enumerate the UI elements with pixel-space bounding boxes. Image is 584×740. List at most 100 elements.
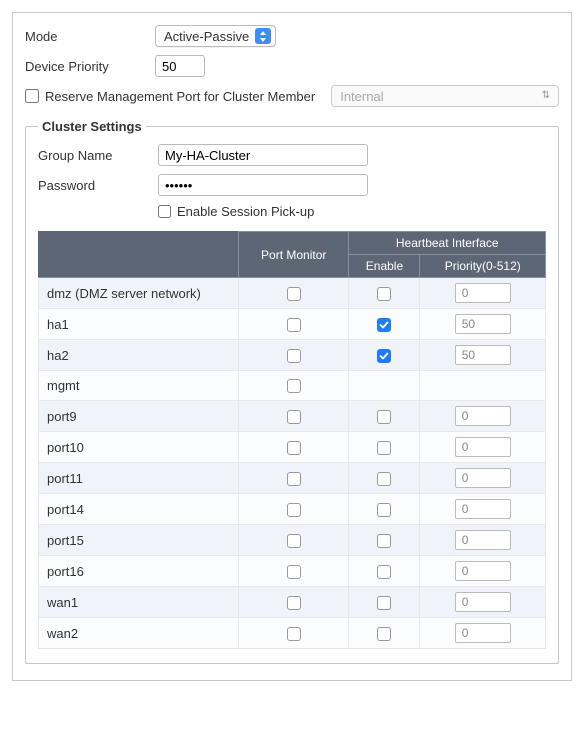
checkbox[interactable]: [377, 565, 391, 579]
table-row: wan2: [39, 618, 546, 649]
heartbeat-priority-cell: [420, 587, 546, 618]
checkbox[interactable]: [377, 596, 391, 610]
heartbeat-enable-cell: [349, 371, 420, 401]
reserve-mgmt-checkbox[interactable]: [25, 89, 39, 103]
checkbox[interactable]: [287, 441, 301, 455]
interface-name: port9: [39, 401, 239, 432]
checkbox[interactable]: [377, 441, 391, 455]
interface-name: port11: [39, 463, 239, 494]
heartbeat-priority-input[interactable]: [455, 530, 511, 550]
checkbox[interactable]: [287, 410, 301, 424]
heartbeat-priority-input[interactable]: [455, 623, 511, 643]
heartbeat-enable-cell: [349, 556, 420, 587]
port-monitor-cell: [239, 432, 349, 463]
heartbeat-priority-input[interactable]: [455, 437, 511, 457]
table-row: ha2: [39, 340, 546, 371]
checkbox[interactable]: [287, 379, 301, 393]
settings-panel: Mode Active-Passive Device Priority Rese…: [12, 12, 572, 681]
checkbox[interactable]: [377, 534, 391, 548]
table-row: port14: [39, 494, 546, 525]
port-monitor-cell: [239, 340, 349, 371]
heartbeat-priority-input[interactable]: [455, 468, 511, 488]
chevron-updown-icon: [255, 28, 271, 44]
reserve-mgmt-row: Reserve Management Port for Cluster Memb…: [25, 85, 559, 107]
table-row: port9: [39, 401, 546, 432]
heartbeat-priority-input[interactable]: [455, 499, 511, 519]
table-row: wan1: [39, 587, 546, 618]
checkbox[interactable]: [287, 596, 301, 610]
interface-name: ha1: [39, 309, 239, 340]
interface-name: port16: [39, 556, 239, 587]
table-row: dmz (DMZ server network): [39, 278, 546, 309]
heartbeat-priority-input[interactable]: [455, 561, 511, 581]
checkbox[interactable]: [377, 410, 391, 424]
table-row: port10: [39, 432, 546, 463]
checkbox[interactable]: [377, 627, 391, 641]
heartbeat-enable-cell: [349, 432, 420, 463]
mgmt-port-select-value: Internal: [340, 89, 383, 104]
heartbeat-priority-input[interactable]: [455, 283, 511, 303]
checkbox[interactable]: [377, 349, 391, 363]
password-input[interactable]: [158, 174, 368, 196]
heartbeat-priority-cell: [420, 432, 546, 463]
checkbox[interactable]: [377, 287, 391, 301]
port-monitor-cell: [239, 618, 349, 649]
heartbeat-priority-cell: [420, 340, 546, 371]
interface-name: mgmt: [39, 371, 239, 401]
table-row: port16: [39, 556, 546, 587]
checkbox[interactable]: [287, 318, 301, 332]
interface-name: port10: [39, 432, 239, 463]
checkbox[interactable]: [287, 287, 301, 301]
mode-label: Mode: [25, 29, 155, 44]
heartbeat-priority-cell: [420, 401, 546, 432]
group-name-input[interactable]: [158, 144, 368, 166]
heartbeat-enable-cell: [349, 463, 420, 494]
checkbox[interactable]: [377, 318, 391, 332]
port-monitor-cell: [239, 587, 349, 618]
heartbeat-priority-input[interactable]: [455, 314, 511, 334]
checkbox[interactable]: [287, 349, 301, 363]
heartbeat-priority-cell: [420, 463, 546, 494]
session-pickup-label: Enable Session Pick-up: [177, 204, 314, 219]
cluster-settings-fieldset: Cluster Settings Group Name Password Ena…: [25, 119, 559, 664]
heartbeat-priority-cell: [420, 618, 546, 649]
table-row: port15: [39, 525, 546, 556]
heartbeat-priority-cell: [420, 525, 546, 556]
interface-name: wan2: [39, 618, 239, 649]
password-row: Password: [38, 174, 546, 196]
checkbox[interactable]: [287, 503, 301, 517]
port-monitor-cell: [239, 494, 349, 525]
heartbeat-enable-cell: [349, 494, 420, 525]
heartbeat-priority-input[interactable]: [455, 592, 511, 612]
table-header-priority: Priority(0-512): [420, 255, 546, 278]
checkbox[interactable]: [287, 627, 301, 641]
mgmt-port-select[interactable]: Internal ⇅: [331, 85, 559, 107]
heartbeat-priority-cell: [420, 371, 546, 401]
heartbeat-enable-cell: [349, 587, 420, 618]
interface-name: ha2: [39, 340, 239, 371]
interface-name: dmz (DMZ server network): [39, 278, 239, 309]
checkbox[interactable]: [287, 534, 301, 548]
heartbeat-enable-cell: [349, 309, 420, 340]
device-priority-row: Device Priority: [25, 55, 559, 77]
checkbox[interactable]: [377, 472, 391, 486]
mode-select[interactable]: Active-Passive: [155, 25, 276, 47]
device-priority-input[interactable]: [155, 55, 205, 77]
interface-name: wan1: [39, 587, 239, 618]
heartbeat-priority-input[interactable]: [455, 345, 511, 365]
table-header-port-monitor: Port Monitor: [239, 232, 349, 278]
cluster-settings-legend: Cluster Settings: [38, 119, 146, 134]
checkbox[interactable]: [287, 565, 301, 579]
heartbeat-priority-cell: [420, 494, 546, 525]
session-pickup-checkbox[interactable]: [158, 205, 171, 218]
checkbox[interactable]: [287, 472, 301, 486]
heartbeat-priority-cell: [420, 556, 546, 587]
port-monitor-cell: [239, 525, 349, 556]
port-monitor-cell: [239, 371, 349, 401]
checkbox[interactable]: [377, 503, 391, 517]
heartbeat-priority-input[interactable]: [455, 406, 511, 426]
heartbeat-enable-cell: [349, 525, 420, 556]
heartbeat-enable-cell: [349, 401, 420, 432]
interface-name: port15: [39, 525, 239, 556]
port-monitor-cell: [239, 309, 349, 340]
